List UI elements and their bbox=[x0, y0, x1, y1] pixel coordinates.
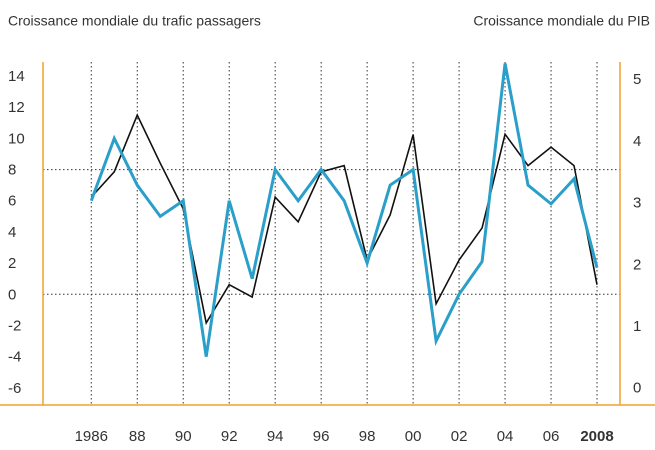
y-tick-label: 8 bbox=[8, 162, 16, 179]
y-tick-label: 4 bbox=[8, 224, 16, 241]
x-tick-label: 1986 bbox=[75, 428, 108, 445]
y2-tick-label: 1 bbox=[633, 318, 641, 335]
y-tick-label: 10 bbox=[8, 130, 25, 147]
y2-tick-label: 3 bbox=[633, 195, 641, 212]
y-tick-label: 6 bbox=[8, 193, 16, 210]
y-tick-label: 14 bbox=[8, 68, 25, 85]
x-tick-label: 00 bbox=[405, 428, 422, 445]
x-tick-label: 88 bbox=[129, 428, 146, 445]
y2-tick-label: 0 bbox=[633, 380, 641, 397]
right-axis-title: Croissance mondiale du PIB bbox=[473, 13, 650, 29]
x-tick-label: 90 bbox=[175, 428, 192, 445]
x-tick-label: 92 bbox=[221, 428, 238, 445]
x-tick-label: 94 bbox=[267, 428, 284, 445]
series-line bbox=[90, 113, 598, 326]
x-tick-label: 02 bbox=[451, 428, 468, 445]
y-tick-label: -4 bbox=[8, 349, 21, 366]
y2-tick-label: 2 bbox=[633, 256, 641, 273]
y2-tick-label: 5 bbox=[633, 71, 641, 88]
y-tick-label: 12 bbox=[8, 99, 25, 116]
y-tick-label: -2 bbox=[8, 317, 21, 334]
left-axis-title: Croissance mondiale du trafic passagers bbox=[8, 13, 261, 29]
y-tick-label: -6 bbox=[8, 380, 21, 397]
x-tick-label: 2008 bbox=[580, 428, 613, 445]
x-tick-label: 98 bbox=[359, 428, 376, 445]
y2-tick-label: 4 bbox=[633, 133, 641, 150]
x-tick-label: 06 bbox=[543, 428, 560, 445]
x-tick-label: 96 bbox=[313, 428, 330, 445]
y-tick-label: 0 bbox=[8, 286, 16, 303]
y-tick-label: 2 bbox=[8, 255, 16, 272]
series-line bbox=[89, 63, 599, 357]
x-tick-label: 04 bbox=[497, 428, 514, 445]
